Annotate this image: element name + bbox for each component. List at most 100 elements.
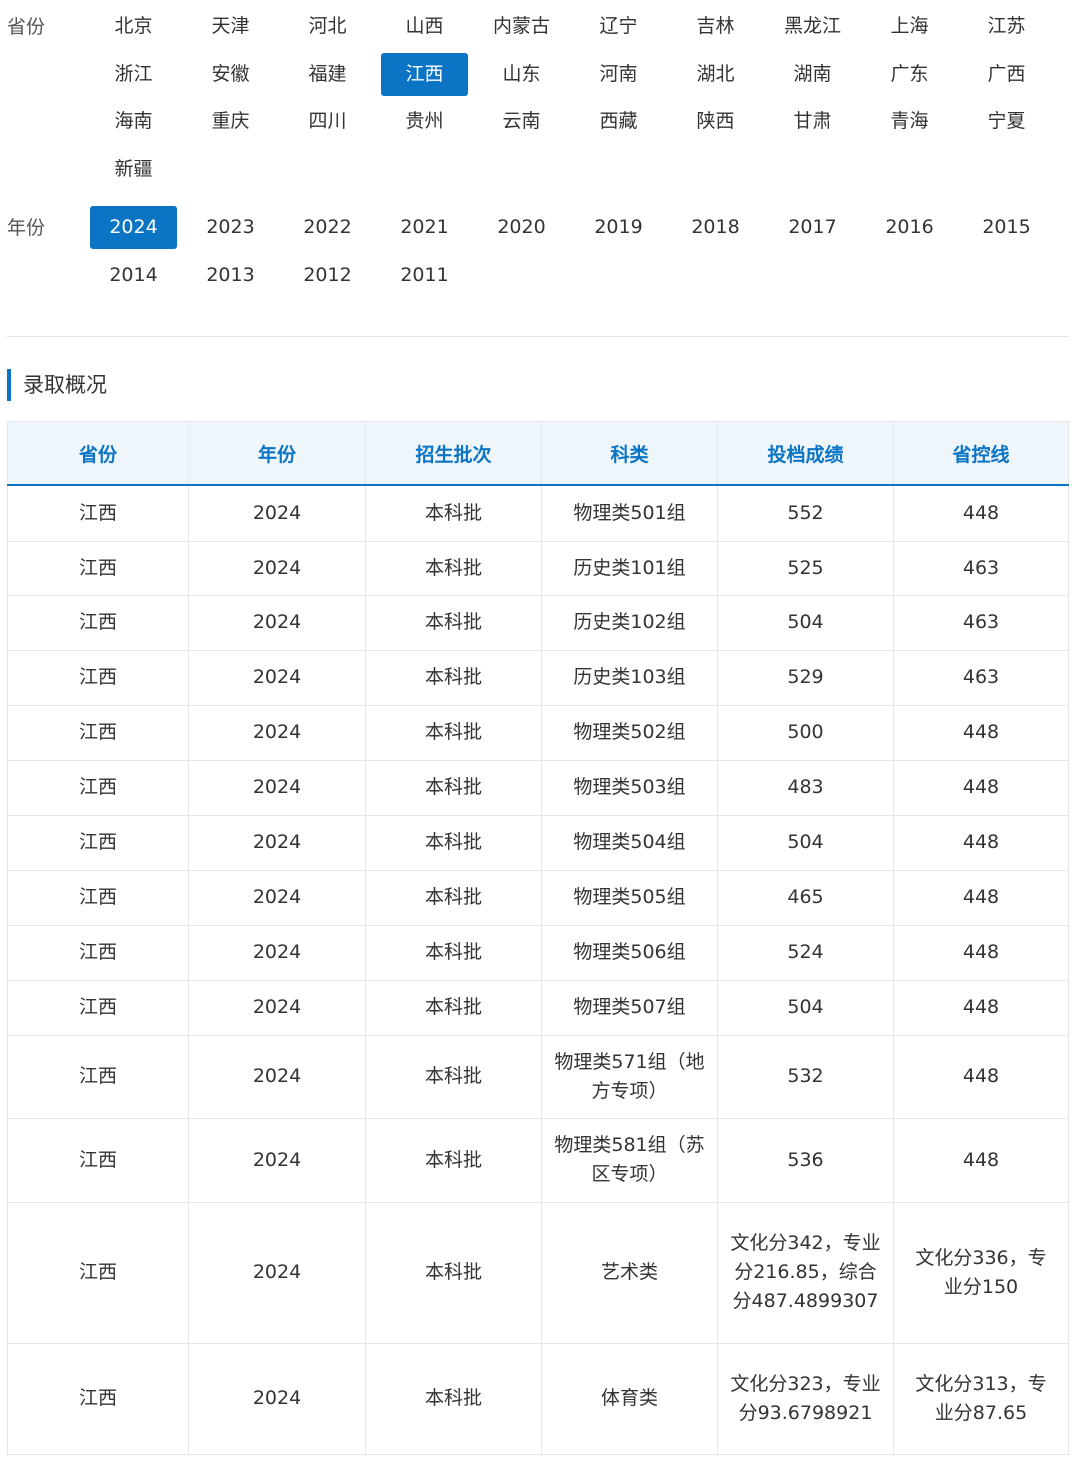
table-cell: 本科批 (365, 814, 542, 871)
table-cell: 本科批 (365, 540, 542, 596)
province-option-15[interactable]: 河南 (599, 62, 638, 85)
table-cell: 2024 (188, 540, 366, 596)
table-cell: 文化分336，专业分150 (893, 1201, 1069, 1344)
province-option-0[interactable]: 北京 (114, 15, 153, 37)
table-cell: 江西 (7, 649, 189, 706)
table-cell: 文化分313，专业分87.65 (893, 1342, 1069, 1455)
province-option-12[interactable]: 福建 (308, 62, 347, 85)
table-cell: 2024 (188, 759, 366, 816)
section-title: 录取概况 (7, 369, 107, 401)
province-option-2[interactable]: 河北 (308, 15, 347, 37)
table-cell: 2024 (188, 704, 366, 761)
table-row: 江西 2024 本科批 物理类501组 552 448 (7, 484, 1069, 542)
year-option-11[interactable]: 2013 (206, 264, 255, 286)
table-cell: 2024 (188, 1034, 366, 1119)
table-cell: 历史类102组 (541, 594, 718, 651)
table-cell: 本科批 (365, 1201, 542, 1344)
table-row: 江西 2024 本科批 历史类103组 529 463 (7, 649, 1069, 706)
table-cell: 2024 (188, 924, 366, 981)
table-cell: 历史类103组 (541, 649, 718, 706)
table-row: 江西 2024 本科批 艺术类 文化分342，专业分216.85，综合分487.4899… (7, 1201, 1069, 1344)
province-option-17[interactable]: 湖南 (793, 62, 832, 85)
province-option-18[interactable]: 广东 (890, 62, 929, 85)
table-cell: 500 (717, 704, 894, 761)
province-option-23[interactable]: 贵州 (405, 110, 444, 132)
year-option-5[interactable]: 2019 (594, 216, 643, 238)
year-option-4[interactable]: 2020 (497, 216, 546, 238)
province-option-28[interactable]: 青海 (890, 110, 929, 132)
table-cell: 物理类502组 (541, 704, 718, 761)
table-cell: 2024 (188, 484, 366, 542)
province-option-8[interactable]: 上海 (890, 15, 929, 37)
table-cell: 本科批 (365, 484, 542, 542)
province-option-14[interactable]: 山东 (502, 62, 541, 85)
table-cell: 文化分323，专业分93.6798921 (717, 1342, 894, 1455)
table-cell: 江西 (7, 1201, 189, 1344)
table-cell: 物理类506组 (541, 924, 718, 981)
year-option-12[interactable]: 2012 (303, 264, 352, 286)
year-option-3[interactable]: 2021 (400, 216, 449, 238)
province-option-1[interactable]: 天津 (211, 15, 250, 37)
province-option-11[interactable]: 安徽 (211, 62, 250, 85)
table-cell: 2024 (188, 979, 366, 1036)
table-cell: 448 (893, 979, 1069, 1036)
year-option-13[interactable]: 2011 (400, 264, 449, 286)
year-option-10[interactable]: 2014 (109, 264, 158, 286)
province-option-7[interactable]: 黑龙江 (783, 15, 841, 37)
year-option-7[interactable]: 2017 (788, 216, 837, 238)
province-option-22[interactable]: 四川 (308, 110, 347, 132)
year-option-0[interactable]: 2024 (90, 206, 177, 249)
table-cell: 物理类501组 (541, 484, 718, 542)
table-cell: 江西 (7, 1342, 189, 1455)
province-option-5[interactable]: 辽宁 (599, 15, 638, 37)
column-header-0: 省份 (7, 421, 189, 486)
table-cell: 2024 (188, 649, 366, 706)
table-cell: 525 (717, 540, 894, 596)
table-cell: 448 (893, 759, 1069, 816)
table-cell: 463 (893, 649, 1069, 706)
province-option-10[interactable]: 浙江 (114, 62, 153, 85)
province-option-13[interactable]: 江西 (381, 52, 468, 96)
province-option-9[interactable]: 江苏 (987, 15, 1026, 37)
table-row: 江西 2024 本科批 历史类101组 525 463 (7, 540, 1069, 596)
column-header-4: 投档成绩 (717, 421, 894, 486)
province-option-26[interactable]: 陕西 (696, 110, 735, 132)
table-cell: 2024 (188, 814, 366, 871)
table-cell: 504 (717, 594, 894, 651)
table-cell: 江西 (7, 814, 189, 871)
table-row: 江西 2024 本科批 物理类504组 504 448 (7, 814, 1069, 871)
year-option-8[interactable]: 2016 (885, 216, 934, 238)
table-cell: 文化分342，专业分216.85，综合分487.4899307 (717, 1201, 894, 1344)
table-cell: 2024 (188, 1201, 366, 1344)
province-option-25[interactable]: 西藏 (599, 110, 638, 132)
table-cell: 448 (893, 484, 1069, 542)
province-option-30[interactable]: 新疆 (114, 157, 153, 180)
table-row: 江西 2024 本科批 物理类571组（地方专项） 532 448 (7, 1034, 1069, 1119)
table-cell: 536 (717, 1117, 894, 1203)
province-option-3[interactable]: 山西 (405, 15, 444, 37)
table-cell: 2024 (188, 1117, 366, 1203)
year-filter-label: 年份 (7, 217, 46, 239)
table-cell: 448 (893, 1034, 1069, 1119)
province-option-21[interactable]: 重庆 (211, 110, 250, 132)
table-body: 江西 2024 本科批 物理类501组 552 448 江西 2024 本科批 历史类101组 52… (7, 484, 1069, 1455)
province-option-4[interactable]: 内蒙古 (492, 15, 550, 37)
province-option-27[interactable]: 甘肃 (793, 110, 832, 132)
year-option-1[interactable]: 2023 (206, 216, 255, 238)
province-option-19[interactable]: 广西 (987, 62, 1026, 85)
province-option-20[interactable]: 海南 (114, 110, 153, 132)
province-filter-label: 省份 (7, 16, 46, 38)
table-row: 江西 2024 本科批 物理类581组（苏区专项） 536 448 (7, 1117, 1069, 1203)
table-row: 江西 2024 本科批 物理类502组 500 448 (7, 704, 1069, 761)
province-option-29[interactable]: 宁夏 (987, 110, 1026, 132)
year-option-6[interactable]: 2018 (691, 216, 740, 238)
province-option-6[interactable]: 吉林 (696, 15, 735, 37)
year-option-9[interactable]: 2015 (982, 216, 1031, 238)
province-option-24[interactable]: 云南 (502, 110, 541, 132)
province-option-16[interactable]: 湖北 (696, 62, 735, 85)
table-cell: 483 (717, 759, 894, 816)
table-cell: 448 (893, 704, 1069, 761)
table-cell: 江西 (7, 594, 189, 651)
table-row: 江西 2024 本科批 体育类 文化分323，专业分93.6798921 文化分313，专… (7, 1342, 1069, 1455)
year-option-2[interactable]: 2022 (303, 216, 352, 238)
